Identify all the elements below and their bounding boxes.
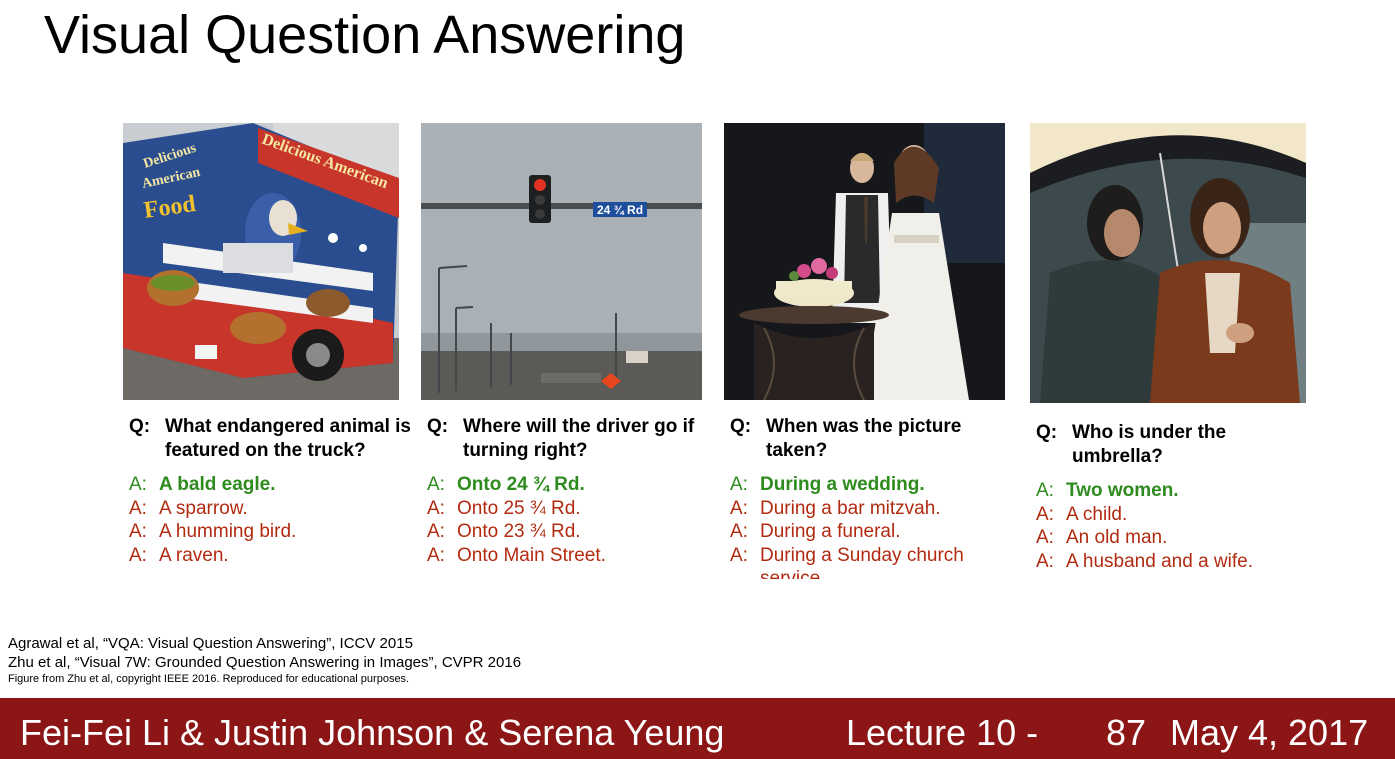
answer-marker: A:: [427, 521, 445, 542]
answer-marker: A:: [730, 521, 748, 542]
answer-text: A humming bird.: [159, 521, 297, 542]
answer-option: A: A humming bird.: [129, 520, 419, 544]
answer-text: During a funeral.: [760, 521, 901, 542]
answer-option: A: During a bar mitzvah.: [730, 497, 1020, 521]
answer-text: During a bar mitzvah.: [760, 497, 941, 519]
question: Q: When was the picture taken?: [730, 415, 1020, 463]
answer-option: A: A child.: [1036, 503, 1296, 527]
answer-marker: A:: [730, 497, 748, 519]
answer-text: A raven.: [159, 544, 229, 566]
answer-marker: A:: [129, 474, 147, 495]
answer-correct: A: A bald eagle.: [129, 473, 419, 497]
answer-marker: A:: [1036, 550, 1054, 572]
answer-marker: A:: [427, 497, 445, 519]
answer-correct: A: During a wedding.: [730, 473, 1020, 497]
qa-block-2: Q: Where will the driver go if turning r…: [427, 415, 717, 567]
references: Agrawal et al, “VQA: Visual Question Ans…: [8, 634, 521, 687]
answer-marker: A:: [427, 544, 445, 566]
answer-text: Onto Main Street.: [457, 544, 606, 566]
question-marker: Q:: [730, 416, 752, 437]
answer-correct: A: Onto 24 ¾ Rd.: [427, 473, 717, 497]
answer-list: A: Two women. A: A child. A: An old man. A:…: [1036, 479, 1296, 573]
answer-list: A: A bald eagle. A: A sparrow. A: A humming…: [129, 473, 419, 567]
answer-option: A: A sparrow.: [129, 497, 419, 521]
answer-marker: A:: [1036, 480, 1054, 501]
answer-text: Onto 24 ¾ Rd.: [457, 474, 585, 495]
question-text: When was the picture taken?: [766, 416, 962, 461]
footer-date: May 4, 2017: [1170, 712, 1369, 753]
answer-option: A: An old man.: [1036, 526, 1296, 550]
answer-text: A child.: [1066, 503, 1128, 525]
figure-credit: Figure from Zhu et al, copyright IEEE 20…: [8, 673, 410, 685]
wedding-photo: [724, 123, 1005, 400]
question-marker: Q:: [1036, 422, 1058, 443]
question-marker: Q:: [427, 416, 449, 437]
answer-text: During a wedding.: [760, 474, 925, 495]
answer-marker: A:: [1036, 503, 1054, 525]
answer-option: A: During a Sunday church service: [730, 544, 990, 580]
slide-title: Visual Question Answering: [44, 5, 686, 65]
answer-marker: A:: [730, 544, 748, 566]
answer-text: A sparrow.: [159, 497, 248, 519]
reference-visual7w: Zhu et al, “Visual 7W: Grounded Question…: [8, 654, 522, 671]
answer-list: A: During a wedding. A: During a bar mitzv…: [730, 473, 1020, 579]
answer-text: Two women.: [1066, 480, 1179, 501]
answer-list: A: Onto 24 ¾ Rd. A: Onto 25 ¾ Rd. A: Onto 2…: [427, 473, 717, 567]
question-text: Where will the driver go if turning righ…: [463, 416, 695, 461]
street-sign-text: 24 ¾ Rd: [597, 203, 643, 217]
answer-correct: A: Two women.: [1036, 479, 1296, 503]
answer-marker: A:: [129, 544, 147, 566]
answer-text: Onto 23 ¾ Rd.: [457, 521, 581, 542]
answer-option: A: Onto 23 ¾ Rd.: [427, 520, 717, 544]
qa-block-3: Q: When was the picture taken? A: During …: [730, 415, 1020, 579]
answer-text: Onto 25 ¾ Rd.: [457, 497, 581, 519]
reference-vqa: Agrawal et al, “VQA: Visual Question Ans…: [8, 635, 413, 652]
question-text: What endangered animal is featured on th…: [165, 416, 411, 461]
answer-text: A husband and a wife.: [1066, 550, 1253, 572]
answer-marker: A:: [129, 521, 147, 542]
traffic-light-photo: 24 ¾ Rd: [421, 123, 702, 400]
question: Q: Where will the driver go if turning r…: [427, 415, 717, 463]
answer-marker: A:: [427, 474, 445, 495]
answer-option: A: During a funeral.: [730, 520, 1020, 544]
answer-option: A: A husband and a wife.: [1036, 550, 1296, 574]
slide-footer: Fei-Fei Li & Justin Johnson & Serena Yeu…: [0, 698, 1395, 759]
footer-authors: Fei-Fei Li & Justin Johnson & Serena Yeu…: [20, 712, 725, 753]
answer-option: A: Onto 25 ¾ Rd.: [427, 497, 717, 521]
footer-page-number: 87: [1106, 712, 1147, 753]
answer-marker: A:: [129, 497, 147, 519]
qa-block-1: Q: What endangered animal is featured on…: [129, 415, 419, 567]
answer-option: A: Onto Main Street.: [427, 544, 717, 568]
qa-block-4: Q: Who is under the umbrella? A: Two wome…: [1036, 421, 1296, 573]
answer-text: During a Sunday church service: [760, 544, 964, 580]
food-truck-photo: Delicious American Food Delicious Americ…: [123, 123, 399, 400]
answer-text: A bald eagle.: [159, 474, 276, 495]
question-marker: Q:: [129, 416, 151, 437]
question: Q: What endangered animal is featured on…: [129, 415, 419, 463]
question-text: Who is under the umbrella?: [1072, 422, 1227, 467]
question: Q: Who is under the umbrella?: [1036, 421, 1296, 469]
umbrella-photo: [1030, 123, 1306, 403]
footer-lecture: Lecture 10 -: [846, 712, 1039, 753]
answer-text: An old man.: [1066, 527, 1168, 548]
answer-marker: A:: [1036, 527, 1054, 548]
answer-option: A: A raven.: [129, 544, 419, 568]
answer-marker: A:: [730, 474, 748, 495]
